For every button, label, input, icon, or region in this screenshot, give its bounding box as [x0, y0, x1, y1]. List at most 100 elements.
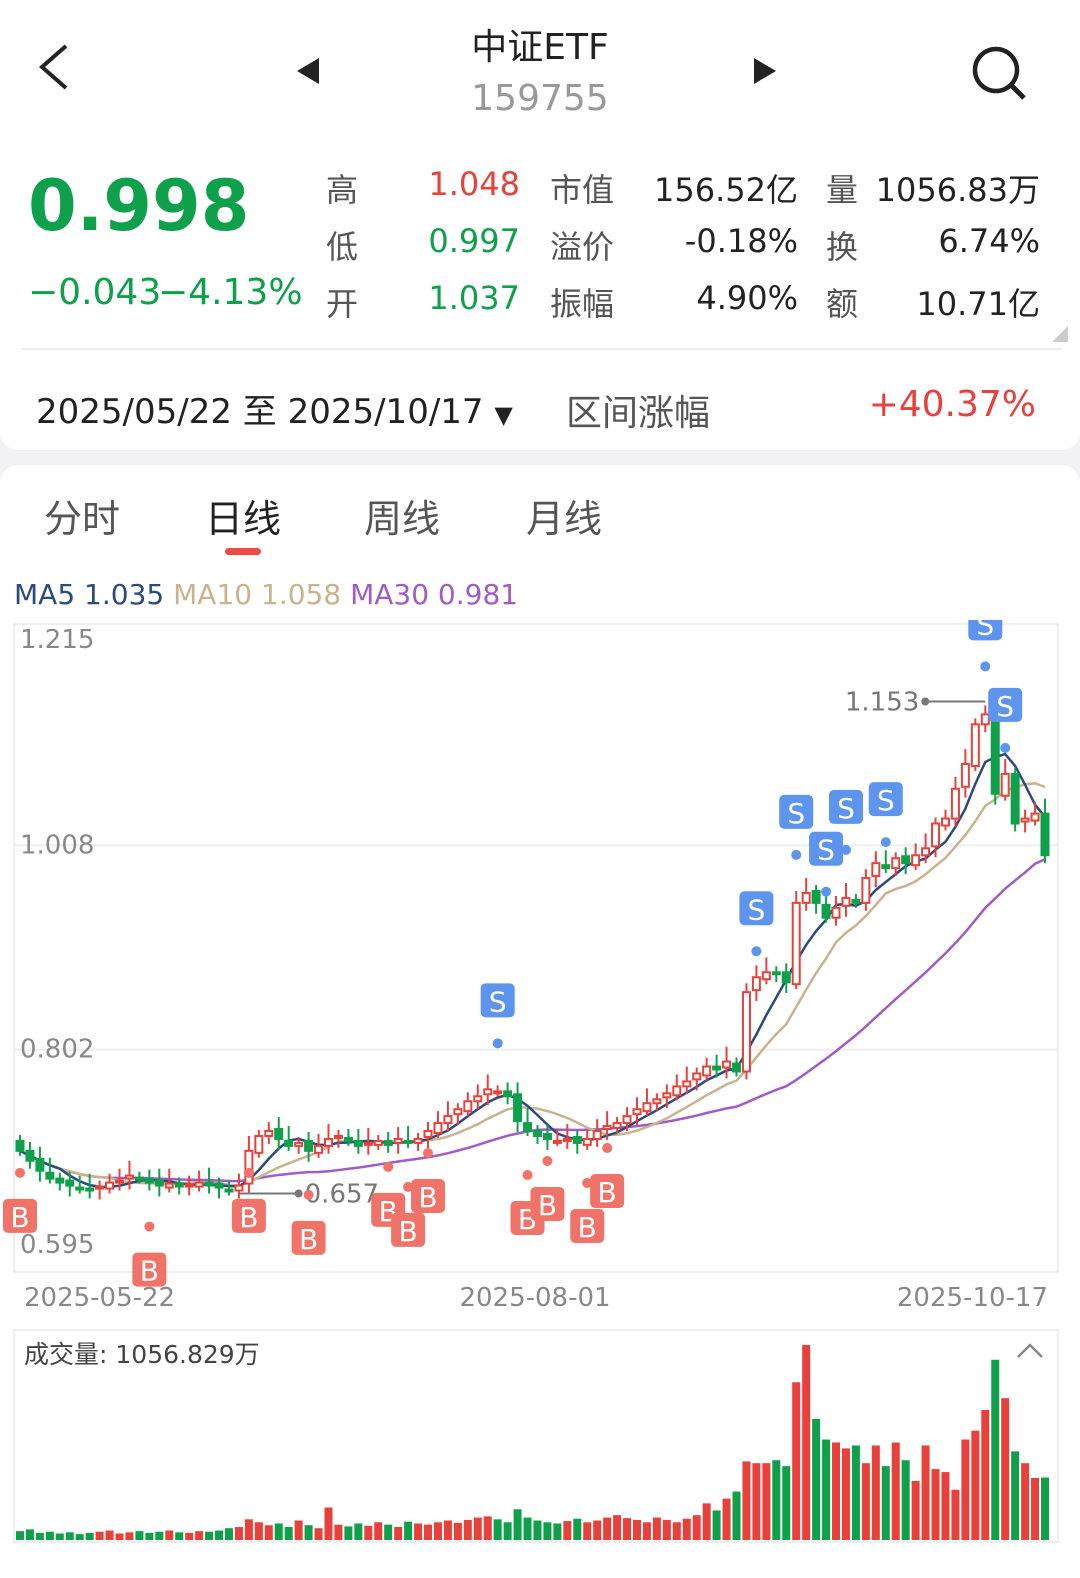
volume-bar [234, 1527, 243, 1540]
date-range-text: 2025/05/22 至 2025/10/17 [36, 392, 484, 432]
marker-badge [570, 1208, 605, 1243]
candle [1040, 798, 1050, 864]
stat-value: 156.52亿 [654, 171, 798, 209]
volume-bar [284, 1527, 293, 1540]
volume-bar [891, 1442, 900, 1540]
candle-body [861, 877, 871, 904]
marker-label: S [489, 985, 507, 1018]
volume-bar [752, 1463, 761, 1540]
tab-intraday[interactable]: 分时 [44, 497, 121, 541]
stock-code: 159755 [471, 78, 609, 119]
candle-body [204, 1181, 214, 1187]
marker-dot [582, 1177, 593, 1188]
candle-body [791, 901, 801, 986]
buy-marker: B [132, 1221, 167, 1288]
candle-body [264, 1130, 274, 1137]
tab-weekly[interactable]: 周线 [364, 497, 441, 541]
expand-corner-icon[interactable] [1050, 326, 1070, 344]
volume-bar [463, 1519, 472, 1540]
volume-bar [901, 1460, 910, 1540]
stat-label: 振幅 [550, 285, 615, 323]
date-range-selector[interactable]: 2025/05/22 至 2025/10/17 ▼ [36, 384, 513, 433]
range-change-value: +40.37% [868, 384, 1036, 425]
back-arrow-icon[interactable] [36, 42, 72, 92]
marker-badge [968, 620, 1003, 641]
candle-body [503, 1090, 513, 1098]
candlestick-chart[interactable]: 1.215 1.008 0.802 0.595 2025-05-22 2025-08-01… [0, 620, 1080, 1320]
candle [821, 895, 831, 923]
candle [960, 749, 970, 798]
marker-label: S [996, 690, 1014, 723]
marker-dot [821, 886, 832, 897]
volume-bar [981, 1410, 990, 1540]
candle [214, 1177, 224, 1199]
volume-bar [115, 1533, 124, 1540]
candle [244, 1135, 254, 1195]
marker-label: B [538, 1189, 557, 1222]
candle-body [214, 1182, 224, 1189]
previous-stock-icon[interactable] [295, 56, 321, 86]
volume-bar [772, 1460, 781, 1540]
candle-body [970, 723, 980, 767]
marker-dot [303, 1189, 314, 1200]
x-tick-label: 2025-08-01 [459, 1283, 610, 1313]
current-price: 0.998 [28, 165, 250, 247]
min-dot [294, 1189, 303, 1198]
ma30-line [19, 858, 1046, 1183]
candle-body [682, 1080, 692, 1088]
candle-body [224, 1188, 234, 1193]
tab-daily[interactable]: 日线 [205, 497, 282, 541]
chart-card [0, 465, 1080, 1578]
candle-body [542, 1132, 552, 1140]
candle-body [532, 1130, 542, 1137]
candle [95, 1180, 105, 1200]
candle-body [712, 1065, 722, 1071]
volume-bar [573, 1518, 582, 1540]
candle [353, 1129, 363, 1154]
marker-label: S [837, 792, 855, 825]
volume-bar [971, 1430, 980, 1540]
marker-dot [383, 1161, 394, 1172]
buy-marker: B [590, 1143, 625, 1209]
volume-bar [254, 1522, 263, 1540]
chart-frame [13, 623, 1059, 1273]
volume-bar [921, 1445, 930, 1540]
candle-body [314, 1144, 324, 1154]
volume-bar [45, 1531, 54, 1540]
candle [970, 718, 980, 771]
marker-badge [3, 1198, 37, 1233]
candle [194, 1170, 204, 1192]
candle-body [124, 1174, 134, 1180]
marker-label: B [418, 1181, 437, 1214]
volume-bar [374, 1522, 383, 1540]
volume-bar [881, 1466, 890, 1540]
candle [204, 1167, 214, 1194]
candle [363, 1128, 373, 1155]
candle-body [871, 862, 881, 878]
volume-bar [274, 1523, 283, 1540]
volume-bar [812, 1418, 821, 1540]
candle [831, 895, 841, 926]
candle [443, 1101, 453, 1132]
collapse-chevron-icon[interactable] [1016, 1342, 1044, 1360]
candle [224, 1180, 234, 1196]
volume-bar [334, 1524, 343, 1540]
candle-body [304, 1139, 314, 1152]
buy-marker: B [231, 1167, 266, 1234]
search-icon[interactable] [970, 44, 1028, 102]
candle-body [284, 1139, 294, 1147]
buy-marker: B [570, 1177, 605, 1244]
volume-bar [95, 1531, 104, 1540]
candle [940, 809, 950, 831]
tab-monthly[interactable]: 月线 [526, 497, 603, 541]
candle [453, 1103, 463, 1126]
stat-label: 换 [826, 228, 859, 266]
price-change-pct: −4.13% [158, 272, 303, 313]
candle-body [741, 991, 751, 1073]
x-tick-label: 2025-05-22 [24, 1283, 175, 1313]
next-stock-icon[interactable] [752, 56, 778, 86]
candle [284, 1126, 294, 1151]
sell-marker: S [868, 782, 903, 848]
volume-bar [16, 1531, 24, 1540]
candle-body [732, 1062, 742, 1073]
